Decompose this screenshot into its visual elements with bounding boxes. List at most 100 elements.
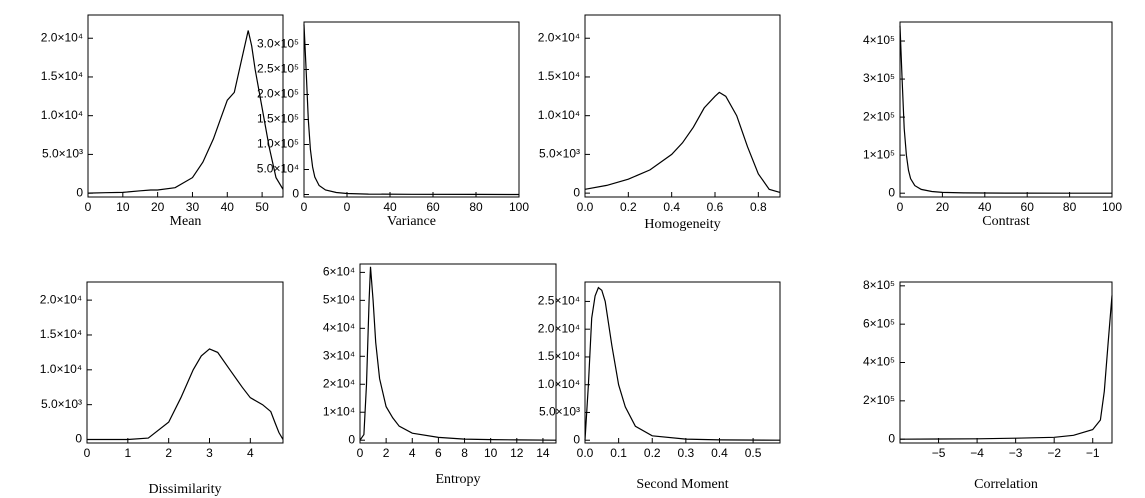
- x-tick-label: −2: [1047, 446, 1061, 460]
- y-tick-label: 6×10⁴: [323, 265, 355, 279]
- x-tick-label: 20: [936, 200, 950, 214]
- x-tick-label: 0: [301, 200, 308, 214]
- x-tick-label: −3: [1009, 446, 1023, 460]
- y-tick-label: 4×10⁵: [863, 355, 895, 369]
- histogram-line: [87, 30, 284, 194]
- y-tick-label: 3×10⁴: [323, 348, 355, 362]
- x-axis-label: Correlation: [974, 477, 1038, 492]
- histogram-line: [899, 295, 1113, 440]
- y-tick-label: 5.0×10⁴: [257, 162, 299, 176]
- histogram-line: [584, 286, 781, 441]
- x-tick-label: 4: [247, 446, 254, 460]
- histogram-line: [303, 24, 520, 196]
- x-tick-label: 10: [484, 446, 498, 460]
- y-tick-label: 1×10⁵: [863, 147, 895, 161]
- y-tick-label: 1×10⁴: [323, 404, 355, 418]
- y-tick-label: 2×10⁵: [863, 109, 895, 123]
- plot-frame: [584, 281, 781, 444]
- y-tick-label: 2×10⁵: [863, 393, 895, 407]
- x-tick-label: 12: [510, 446, 524, 460]
- y-tick-label: 1.5×10⁴: [538, 349, 580, 363]
- y-tick-label: 0: [573, 432, 580, 446]
- x-tick-label: 0.4: [711, 446, 728, 460]
- x-tick-label: 14: [536, 446, 550, 460]
- x-tick-label: 80: [1063, 200, 1077, 214]
- plot-frame: [899, 281, 1113, 444]
- y-tick-label: 5×10⁴: [323, 293, 355, 307]
- x-tick-label: 0.6: [707, 200, 724, 214]
- y-tick-label: 5.0×10³: [539, 147, 580, 161]
- x-tick-label: 0: [357, 446, 364, 460]
- x-axis-label: Homogeneity: [644, 217, 720, 232]
- y-tick-label: 1.5×10⁴: [40, 327, 82, 341]
- y-tick-label: 3×10⁵: [863, 71, 895, 85]
- y-tick-label: 3.0×10⁵: [257, 37, 299, 51]
- y-tick-label: 1.5×10⁴: [538, 69, 580, 83]
- x-tick-label: 40: [383, 200, 397, 214]
- plot-frame: [584, 14, 781, 198]
- x-tick-label: 30: [186, 200, 200, 214]
- x-axis-label: Contrast: [982, 214, 1030, 229]
- x-tick-label: 2: [383, 446, 390, 460]
- x-tick-label: −5: [932, 446, 946, 460]
- y-tick-label: 5.0×10³: [42, 147, 83, 161]
- x-tick-label: 1: [124, 446, 131, 460]
- x-tick-label: 2: [165, 446, 172, 460]
- x-axis-label: Second Moment: [636, 477, 728, 492]
- y-tick-label: 0: [888, 431, 895, 445]
- y-tick-label: 2.5×10⁵: [257, 62, 299, 76]
- plot-frame: [303, 21, 520, 198]
- y-tick-label: 2.0×10⁴: [538, 321, 580, 335]
- x-tick-label: 100: [1102, 200, 1122, 214]
- x-tick-label: −1: [1086, 446, 1100, 460]
- x-tick-label: 80: [469, 200, 483, 214]
- y-tick-label: 0: [888, 185, 895, 199]
- x-tick-label: 0.1: [610, 446, 627, 460]
- x-tick-label: 8: [461, 446, 468, 460]
- x-tick-label: 60: [426, 200, 440, 214]
- x-axis-label: Variance: [387, 214, 436, 229]
- x-tick-label: −4: [970, 446, 984, 460]
- y-tick-label: 1.0×10⁴: [41, 108, 83, 122]
- x-tick-label: 40: [221, 200, 235, 214]
- y-tick-label: 1.0×10⁴: [538, 108, 580, 122]
- x-tick-label: 50: [255, 200, 269, 214]
- x-tick-label: 0: [84, 446, 91, 460]
- histogram-line: [87, 348, 284, 441]
- y-tick-label: 2.5×10⁴: [538, 294, 580, 308]
- y-tick-label: 5.0×10³: [41, 397, 82, 411]
- x-axis-label: Mean: [170, 214, 202, 229]
- y-tick-label: 2.0×10⁴: [40, 292, 82, 306]
- y-tick-label: 8×10⁵: [863, 278, 895, 292]
- x-tick-label: 0: [897, 200, 904, 214]
- x-tick-label: 0.5: [745, 446, 762, 460]
- plot-frame: [87, 14, 284, 198]
- histogram-line: [584, 91, 781, 193]
- x-tick-label: 0.3: [678, 446, 695, 460]
- y-tick-label: 0: [348, 432, 355, 446]
- x-tick-label: 4: [409, 446, 416, 460]
- y-tick-label: 1.0×10⁵: [257, 137, 299, 151]
- x-tick-label: 0.4: [663, 200, 680, 214]
- y-tick-label: 0: [76, 185, 83, 199]
- x-axis-label: Entropy: [435, 472, 480, 487]
- y-tick-label: 1.5×10⁵: [257, 112, 299, 126]
- histogram-line: [359, 266, 557, 441]
- y-tick-label: 0: [573, 185, 580, 199]
- x-tick-label: 20: [151, 200, 165, 214]
- x-tick-label: 40: [978, 200, 992, 214]
- x-tick-label: 0.0: [577, 200, 594, 214]
- y-tick-label: 1.5×10⁴: [41, 69, 83, 83]
- y-tick-label: 4×10⁴: [323, 321, 355, 335]
- histogram-line: [899, 25, 1112, 194]
- y-tick-label: 1.0×10⁴: [40, 362, 82, 376]
- y-tick-label: 2.0×10⁴: [41, 30, 83, 44]
- y-tick-label: 2×10⁴: [323, 376, 355, 390]
- x-tick-label: 60: [1021, 200, 1035, 214]
- x-tick-label: 0.2: [644, 446, 661, 460]
- y-tick-label: 0: [75, 432, 82, 446]
- x-tick-label: 100: [509, 200, 529, 214]
- y-tick-label: 5.0×10³: [539, 405, 580, 419]
- x-tick-label: 0.2: [620, 200, 637, 214]
